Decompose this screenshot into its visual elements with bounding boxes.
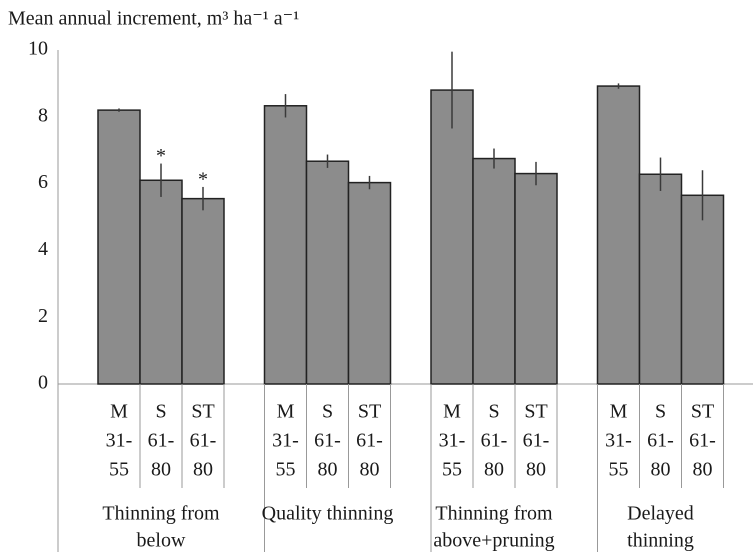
bar bbox=[139, 179, 183, 385]
x-tick-label: 80 bbox=[193, 459, 213, 481]
x-tick-label: M bbox=[277, 401, 295, 423]
group-label: above+pruning bbox=[433, 530, 554, 552]
x-tick-label: M bbox=[610, 401, 628, 423]
bar bbox=[305, 160, 350, 385]
x-tick-label: 31- bbox=[439, 430, 466, 452]
x-tick-label: 61- bbox=[314, 430, 341, 452]
bar bbox=[97, 109, 141, 385]
x-tick-label: 80 bbox=[360, 459, 380, 481]
x-tick-label: M bbox=[443, 401, 461, 423]
x-tick-label: 31- bbox=[272, 430, 299, 452]
y-tick-label: 4 bbox=[38, 238, 48, 260]
x-tick-label: S bbox=[488, 401, 499, 423]
x-tick-label: 31- bbox=[605, 430, 632, 452]
x-tick-label: ST bbox=[524, 401, 547, 423]
bar bbox=[263, 105, 308, 385]
x-tick-label: ST bbox=[191, 401, 214, 423]
x-tick-label: 80 bbox=[151, 459, 171, 481]
x-tick-label: ST bbox=[691, 401, 714, 423]
bar bbox=[181, 197, 225, 385]
group-label: Quality thinning bbox=[262, 503, 394, 525]
axis-title: Mean annual increment, m³ ha⁻¹ a⁻¹ bbox=[8, 8, 299, 30]
x-tick-label: 55 bbox=[276, 459, 296, 481]
x-tick-label: 61- bbox=[356, 430, 383, 452]
group-label: thinning bbox=[627, 530, 694, 552]
bar bbox=[596, 85, 641, 385]
bar bbox=[680, 194, 725, 385]
y-tick-label: 0 bbox=[38, 372, 48, 394]
y-tick-label: 10 bbox=[28, 38, 48, 60]
bar bbox=[638, 173, 683, 385]
x-tick-label: 61- bbox=[523, 430, 550, 452]
bar bbox=[472, 157, 516, 385]
x-tick-label: 55 bbox=[109, 459, 129, 481]
group-label: Thinning from bbox=[435, 503, 553, 525]
x-tick-label: 61- bbox=[481, 430, 508, 452]
x-tick-label: 31- bbox=[106, 430, 133, 452]
bar bbox=[430, 89, 474, 385]
significance-mark: * bbox=[156, 145, 166, 167]
y-tick-label: 2 bbox=[38, 305, 48, 327]
x-tick-label: 55 bbox=[609, 459, 629, 481]
group-label: Thinning from bbox=[102, 503, 220, 525]
x-tick-label: 80 bbox=[318, 459, 338, 481]
significance-mark: * bbox=[198, 169, 208, 191]
y-tick-label: 6 bbox=[38, 171, 48, 193]
x-tick-label: 80 bbox=[693, 459, 713, 481]
x-tick-label: ST bbox=[358, 401, 381, 423]
x-tick-label: S bbox=[155, 401, 166, 423]
x-tick-label: 80 bbox=[526, 459, 546, 481]
x-tick-label: 80 bbox=[651, 459, 671, 481]
group-label: Delayed bbox=[627, 503, 694, 525]
x-tick-label: 80 bbox=[484, 459, 504, 481]
x-tick-label: 61- bbox=[689, 430, 716, 452]
x-tick-label: 55 bbox=[442, 459, 462, 481]
bar bbox=[347, 181, 392, 385]
y-tick-label: 8 bbox=[38, 104, 48, 126]
x-tick-label: 61- bbox=[148, 430, 175, 452]
group-label: below bbox=[137, 530, 186, 552]
x-tick-label: M bbox=[110, 401, 128, 423]
x-tick-label: S bbox=[655, 401, 666, 423]
x-tick-label: S bbox=[322, 401, 333, 423]
x-tick-label: 61- bbox=[647, 430, 674, 452]
x-tick-label: 61- bbox=[190, 430, 217, 452]
bar bbox=[514, 172, 558, 385]
